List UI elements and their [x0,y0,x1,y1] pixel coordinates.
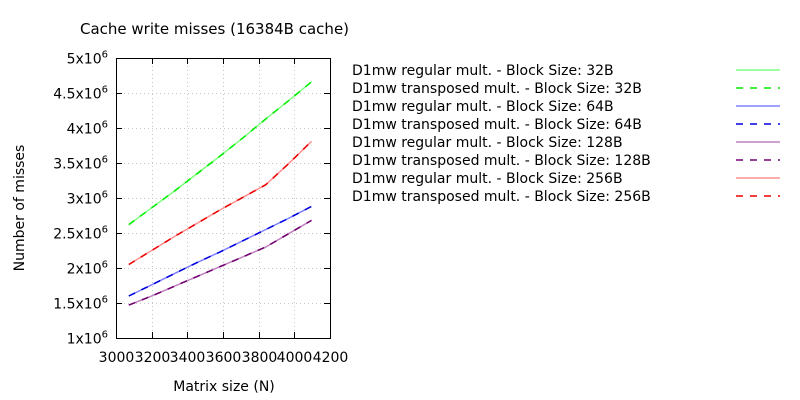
legend: D1mw regular mult. - Block Size: 32B D1mw… [352,63,780,205]
y-tick-mantissa: 4x10 [67,122,102,138]
series-line [128,81,312,226]
y-tick-mantissa: 4.5x10 [53,87,101,103]
y-tick-mantissa: 1.5x10 [53,297,101,313]
y-tick-mantissa: 3x10 [67,192,102,208]
legend-label: D1mw transposed mult. - Block Size: 256B [352,189,651,205]
y-tick-exponent: 6 [102,330,108,341]
x-axis-title: Matrix size (N) [173,379,275,395]
series-line [128,140,313,266]
series-line [128,205,312,297]
grid [116,58,330,338]
x-tick-label: 3600 [206,350,242,366]
legend-label: D1mw transposed mult. - Block Size: 32B [352,81,642,97]
y-tick-exponent: 6 [102,295,108,306]
legend-label: D1mw regular mult. - Block Size: 256B [352,171,623,187]
legend-label: D1mw transposed mult. - Block Size: 128B [352,153,651,169]
series-line [128,81,312,226]
x-tick-label: 3400 [170,350,206,366]
y-axis-title: Number of misses [12,145,28,272]
y-tick-exponent: 6 [102,85,108,96]
series-lines [128,81,313,306]
y-tick-labels: 1x1061.5x1062x1062.5x1063x1063.5x1064x10… [53,50,108,348]
x-tick-labels: 3000 3200 3400 3600 3800 4000 4200 [99,350,349,366]
y-tick-label: 1.5x106 [53,295,108,313]
x-tick-label: 3800 [242,350,278,366]
y-tick-label: 2.5x106 [53,225,108,243]
x-tick-label: 4000 [277,350,313,366]
y-tick-label: 1x106 [67,330,108,348]
y-tick-mantissa: 2.5x10 [53,227,101,243]
y-tick-mantissa: 2x10 [67,262,102,278]
legend-label: D1mw regular mult. - Block Size: 128B [352,135,623,151]
x-tick-label: 3000 [99,350,135,366]
y-tick-exponent: 6 [102,225,108,236]
y-tick-exponent: 6 [102,120,108,131]
x-tick-label: 4200 [313,350,349,366]
legend-label: D1mw regular mult. - Block Size: 64B [352,99,614,115]
y-tick-mantissa: 3.5x10 [53,157,101,173]
y-tick-label: 4.5x106 [53,85,108,103]
series-line [128,219,312,306]
y-tick-label: 4x106 [67,120,108,138]
y-tick-exponent: 6 [102,155,108,166]
y-tick-label: 2x106 [67,260,108,278]
y-tick-exponent: 6 [102,260,108,271]
tick-marks [116,58,331,339]
legend-label: D1mw transposed mult. - Block Size: 64B [352,117,642,133]
series-line [128,140,313,266]
y-tick-exponent: 6 [102,50,108,61]
y-tick-label: 3.5x106 [53,155,108,173]
y-tick-exponent: 6 [102,190,108,201]
x-tick-label: 3200 [135,350,171,366]
chart-title: Cache write misses (16384B cache) [80,20,349,38]
y-tick-mantissa: 5x10 [67,52,102,68]
y-tick-label: 5x106 [67,50,108,68]
legend-label: D1mw regular mult. - Block Size: 32B [352,63,614,79]
y-tick-mantissa: 1x10 [67,332,102,348]
y-tick-label: 3x106 [67,190,108,208]
